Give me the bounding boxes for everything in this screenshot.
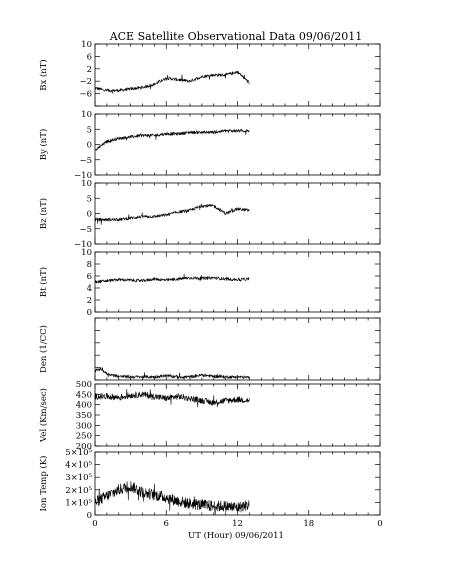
y-tick-label: 4 [87, 284, 92, 294]
y-tick-label: 8 [87, 260, 92, 270]
series-vel [94, 388, 250, 408]
y-tick-label: 0 [87, 141, 92, 151]
panel-bx: −6 −2 2 6 10 Bx (nT) [38, 40, 381, 107]
y-axis-label: Vel (Km/sec) [38, 388, 49, 443]
y-tick-label: 0 [87, 511, 92, 521]
panel-frame [94, 182, 381, 245]
y-tick-label: 2 [87, 65, 92, 75]
y-tick-label: −6 [79, 90, 92, 100]
y-tick-label: 10 [81, 40, 92, 50]
y-tick-label: 10 [81, 179, 92, 189]
panel-bz: −10 −5 0 5 10 Bz (nT) [38, 179, 381, 250]
panel-bt: 0 2 4 6 8 10 Bt (nT) [38, 248, 381, 318]
panels: −6 −2 2 6 10 Bx (nT) −10 −5 0 5 10 By (nT) −10 −5 0 5 10… [38, 40, 381, 521]
series-bx [94, 70, 250, 94]
y-tick-label: 2×10⁵ [65, 486, 92, 496]
chart-title: ACE Satellite Observational Data 09/06/2… [109, 30, 363, 43]
y-tick-label: −10 [74, 240, 92, 250]
y-axis-label: By (nT) [38, 129, 49, 161]
y-tick-label: 1×10⁵ [65, 498, 92, 508]
y-tick-label: −10 [74, 171, 92, 181]
x-tick-label: 6 [164, 519, 169, 529]
x-tick-label: 0 [377, 519, 382, 529]
panel-iontemp: 0 1×10⁵ 2×10⁵ 3×10⁵ 4×10⁵ 5×10⁵ Ion Temp (K) [38, 448, 381, 521]
y-tick-label: 5 [87, 194, 92, 204]
y-tick-label: 0 [87, 308, 92, 318]
y-tick-label: 450 [76, 390, 92, 400]
y-tick-label: 350 [76, 411, 92, 421]
y-tick-label: −5 [79, 156, 92, 166]
panel-frame [94, 251, 381, 313]
y-axis-label: Bx (nT) [38, 59, 49, 91]
y-tick-label: 5×10⁵ [65, 448, 92, 458]
y-tick-label: 0 [87, 210, 92, 220]
y-tick-label: 5 [87, 125, 92, 135]
y-tick-label: 3×10⁵ [65, 473, 92, 483]
panel-frame [94, 317, 381, 381]
x-axis-label: UT (Hour) 09/06/2011 [188, 530, 284, 541]
y-tick-label: 500 [76, 380, 92, 390]
panel-frame [94, 383, 381, 447]
series-iontemp [94, 481, 250, 516]
y-axis-label: Bz (nT) [38, 198, 49, 229]
y-tick-label: 4×10⁵ [65, 461, 92, 471]
y-tick-label: 300 [76, 421, 92, 431]
y-tick-label: 400 [76, 401, 92, 411]
y-tick-label: 200 [76, 442, 92, 452]
y-tick-label: 10 [81, 110, 92, 120]
series-by [94, 129, 250, 151]
panel-frame [94, 43, 381, 107]
series-bt [94, 273, 250, 284]
x-axis: 0 6 12 18 0 [92, 519, 382, 529]
y-tick-label: −5 [79, 225, 92, 235]
x-tick-label: 0 [92, 519, 97, 529]
x-tick-label: 18 [303, 519, 314, 529]
y-axis-label: Bt (nT) [38, 267, 49, 297]
y-axis-label: Den (1/CC) [38, 325, 49, 373]
y-tick-label: 2 [87, 296, 92, 306]
y-tick-label: 10 [81, 248, 92, 258]
panel-by: −10 −5 0 5 10 By (nT) [38, 110, 381, 181]
y-tick-label: 6 [87, 52, 92, 62]
series-bz [94, 203, 250, 225]
panel-den: Den (1/CC) [38, 317, 381, 381]
y-tick-label: 250 [76, 432, 92, 442]
x-tick-label: 12 [232, 519, 243, 529]
y-axis-label: Ion Temp (K) [38, 456, 49, 512]
panel-frame [94, 113, 381, 176]
panel-frame [94, 451, 381, 516]
series-den [94, 367, 250, 381]
y-tick-label: −2 [79, 77, 92, 87]
y-tick-label: 6 [87, 272, 92, 282]
